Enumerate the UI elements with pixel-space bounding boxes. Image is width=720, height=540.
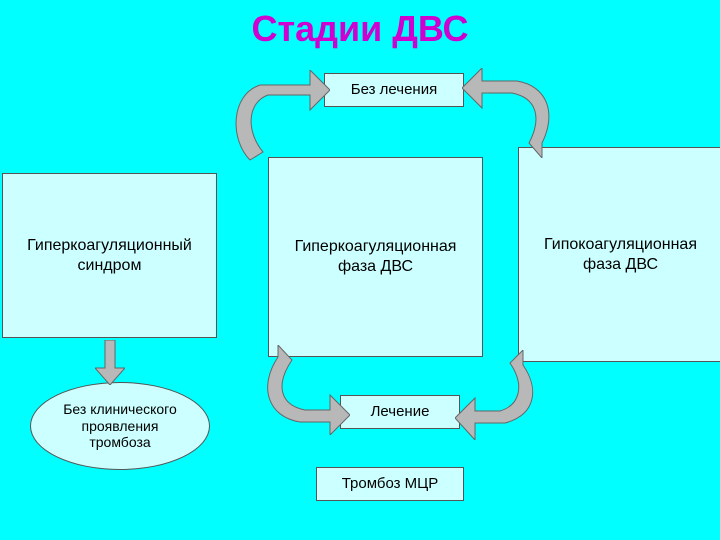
box-treatment: Лечение — [340, 395, 460, 429]
down-arrow-icon — [95, 340, 125, 385]
curved-arrow-top-left-icon — [220, 70, 330, 170]
diagram-canvas: Стадии ДВС Без лечения Гиперкоагуляционн… — [0, 0, 720, 540]
page-title: Стадии ДВС — [0, 8, 720, 50]
curved-arrow-top-right-icon — [462, 68, 562, 158]
box-thrombosis-mcr: Тромбоз МЦР — [316, 467, 464, 501]
ellipse-no-clinical: Без клинического проявления тромбоза — [30, 382, 210, 470]
box-top-no-treatment: Без лечения — [324, 73, 464, 107]
curved-arrow-bottom-right-icon — [455, 350, 555, 440]
box-left-hypercoag-syndrome: Гиперкоагуляционный синдром — [2, 173, 217, 338]
box-right-hypocoag-phase: Гипокоагуляционная фаза ДВС — [518, 147, 720, 362]
curved-arrow-bottom-left-icon — [250, 345, 350, 435]
box-mid-hypercoag-phase: Гиперкоагуляционная фаза ДВС — [268, 157, 483, 357]
